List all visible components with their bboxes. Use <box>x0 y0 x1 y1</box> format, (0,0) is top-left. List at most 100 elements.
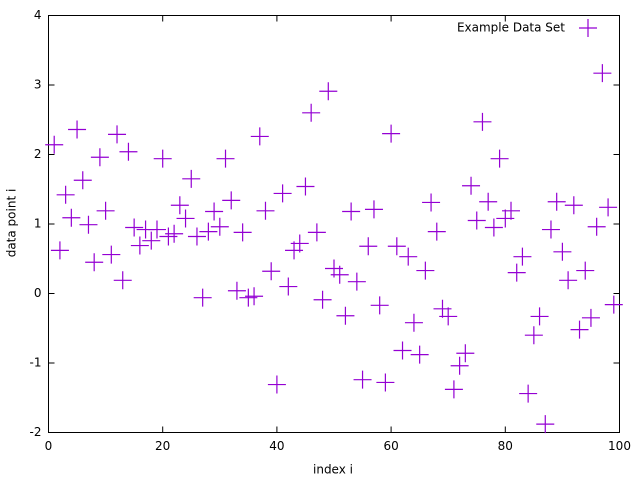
point <box>210 217 229 236</box>
y-axis-label: data point i <box>5 189 19 258</box>
x-tick-label: 0 <box>45 439 53 453</box>
point <box>484 218 503 237</box>
point <box>570 320 589 339</box>
y-tick-label: 0 <box>34 286 42 300</box>
point <box>507 263 526 282</box>
point <box>541 220 560 239</box>
point <box>473 112 492 131</box>
point <box>45 135 64 154</box>
legend-marker <box>579 19 597 37</box>
y-tick-label: 4 <box>34 8 42 22</box>
y-tick-label: 3 <box>34 78 42 92</box>
point <box>393 341 412 360</box>
point <box>216 149 235 168</box>
point <box>307 223 326 242</box>
point <box>450 356 469 375</box>
point <box>79 215 98 234</box>
point <box>125 218 144 237</box>
point <box>250 127 269 146</box>
point <box>302 103 321 122</box>
point <box>382 124 401 143</box>
point <box>467 211 486 230</box>
point <box>199 222 218 241</box>
x-tick-label: 20 <box>155 439 170 453</box>
point <box>170 196 189 215</box>
point <box>273 184 292 203</box>
point <box>587 217 606 236</box>
point <box>387 237 406 256</box>
y-tick-label: -1 <box>30 356 42 370</box>
x-tick-label: 40 <box>269 439 284 453</box>
point <box>336 306 355 325</box>
point <box>513 247 532 266</box>
point <box>319 82 338 101</box>
point <box>439 307 458 326</box>
point <box>119 142 138 161</box>
point <box>267 375 286 394</box>
point <box>444 380 463 399</box>
point <box>502 201 521 220</box>
point <box>205 202 224 221</box>
point <box>290 234 309 253</box>
point <box>342 202 361 221</box>
point <box>176 209 195 228</box>
point <box>256 201 275 220</box>
point <box>462 176 481 195</box>
point <box>279 277 298 296</box>
x-tick-label: 100 <box>608 439 631 453</box>
point <box>370 296 389 315</box>
point <box>410 345 429 364</box>
y-tick-label: -2 <box>30 425 42 439</box>
y-tick-label: 1 <box>34 217 42 231</box>
point <box>113 271 132 290</box>
point <box>96 201 115 220</box>
point <box>165 224 184 243</box>
point <box>479 192 498 211</box>
point <box>233 223 252 242</box>
point <box>364 200 383 219</box>
point <box>536 415 555 434</box>
point <box>102 245 121 264</box>
y-tick-label: 2 <box>34 147 42 161</box>
point <box>73 171 92 190</box>
point <box>604 295 623 314</box>
point <box>564 196 583 215</box>
point <box>142 231 161 250</box>
point <box>313 290 332 309</box>
point <box>404 313 423 332</box>
point <box>427 222 446 241</box>
point <box>553 242 572 261</box>
legend-label: Example Data Set <box>457 21 565 35</box>
point <box>90 148 109 167</box>
point <box>56 185 75 204</box>
point <box>153 149 172 168</box>
point <box>245 287 264 306</box>
point <box>353 370 372 389</box>
point <box>399 247 418 266</box>
point <box>85 253 104 272</box>
point <box>347 272 366 291</box>
point <box>530 307 549 326</box>
point <box>296 177 315 196</box>
point <box>193 288 212 307</box>
point <box>187 227 206 246</box>
point <box>227 281 246 300</box>
x-axis-label: index i <box>313 463 353 477</box>
point <box>376 373 395 392</box>
x-tick-label: 80 <box>498 439 513 453</box>
point <box>50 241 69 260</box>
point <box>490 149 509 168</box>
point <box>581 308 600 327</box>
point <box>330 265 349 284</box>
x-tick-label: 60 <box>383 439 398 453</box>
point <box>359 237 378 256</box>
point <box>593 64 612 83</box>
point <box>108 125 127 144</box>
point <box>262 262 281 281</box>
point <box>182 169 201 188</box>
point <box>62 208 81 227</box>
point <box>422 193 441 212</box>
point <box>599 198 618 217</box>
point <box>147 220 166 239</box>
